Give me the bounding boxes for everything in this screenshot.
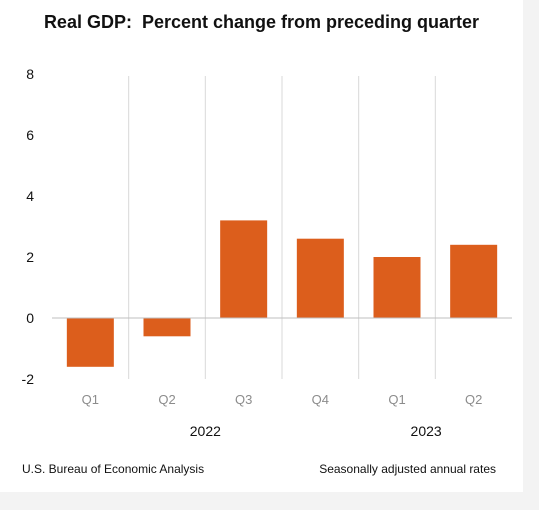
year-group-label: 2022	[190, 423, 221, 439]
y-tick-label: 0	[26, 310, 34, 326]
y-tick-label: 8	[26, 66, 34, 82]
x-tick-label: Q4	[312, 392, 329, 407]
x-axis-tick-labels: Q1 Q2 Q3 Q4 Q1 Q2	[82, 392, 483, 407]
bar	[296, 238, 344, 318]
source-note: U.S. Bureau of Economic Analysis	[22, 462, 205, 476]
year-group-labels: 2022 2023	[190, 423, 442, 439]
bars	[66, 220, 498, 367]
x-tick-label: Q1	[388, 392, 405, 407]
y-tick-label: -2	[22, 371, 35, 387]
bar	[143, 318, 191, 337]
x-tick-label: Q3	[235, 392, 252, 407]
bar	[450, 244, 498, 318]
bar	[66, 318, 114, 367]
bar	[220, 220, 268, 318]
y-axis-tick-labels: -2 0 2 4 6 8	[22, 66, 35, 387]
rate-note: Seasonally adjusted annual rates	[319, 462, 496, 476]
x-tick-label: Q2	[465, 392, 482, 407]
x-tick-label: Q2	[158, 392, 175, 407]
x-tick-label: Q1	[82, 392, 99, 407]
y-tick-label: 4	[26, 188, 34, 204]
grid-lines	[128, 76, 436, 379]
y-tick-label: 6	[26, 127, 34, 143]
y-tick-label: 2	[26, 249, 34, 265]
chart-title: Real GDP: Percent change from preceding …	[43, 12, 480, 32]
year-group-label: 2023	[411, 423, 442, 439]
chart-card: Real GDP: Percent change from preceding …	[0, 0, 523, 492]
bar-chart: -2 0 2 4 6 8 Q1 Q2 Q3 Q4 Q1 Q2 2022 2023	[22, 66, 512, 439]
bar	[373, 257, 421, 318]
